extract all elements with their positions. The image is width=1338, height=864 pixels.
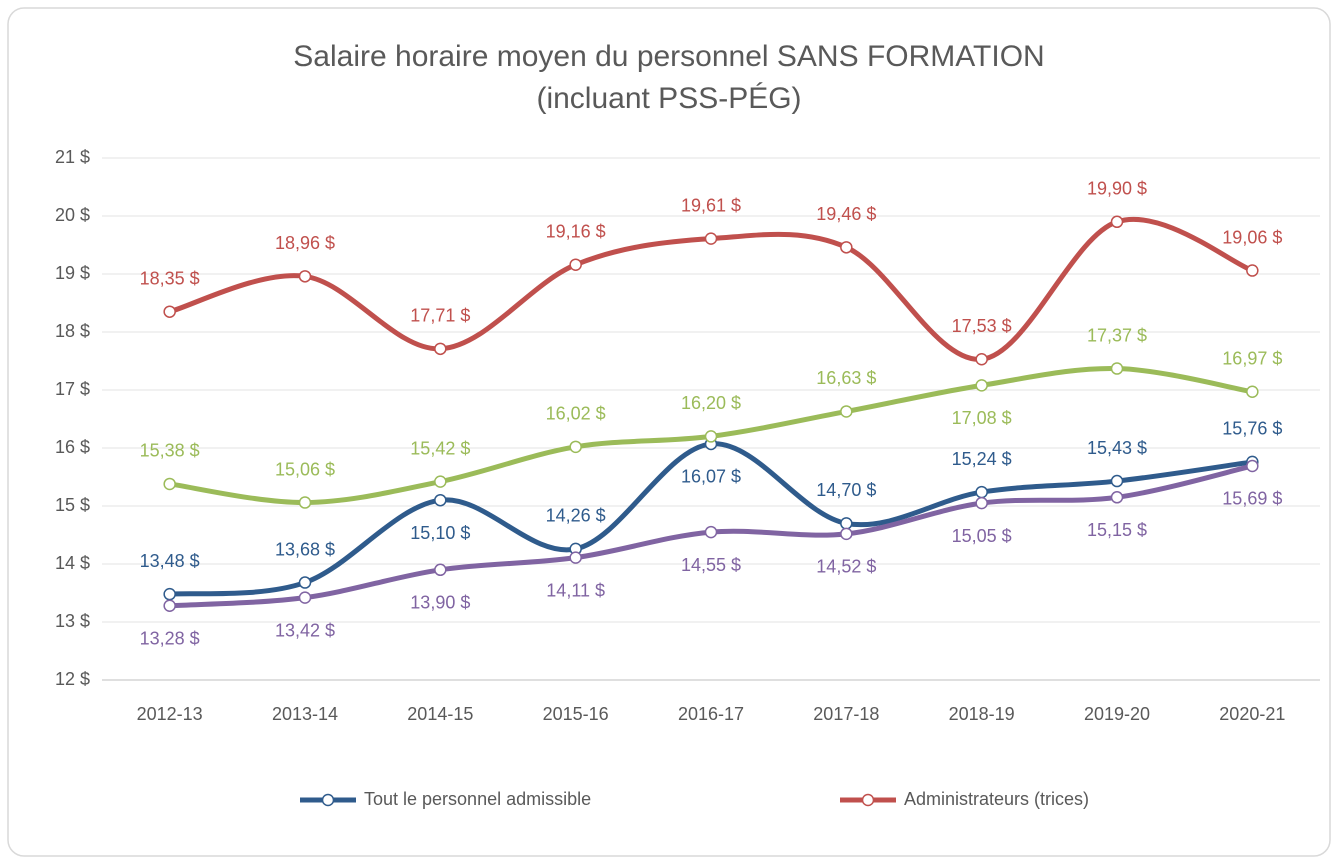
point-marker: [434, 493, 447, 507]
x-tick-label: 2020-21: [1219, 704, 1285, 724]
point-marker: [434, 563, 447, 577]
point-marker: [840, 527, 853, 541]
data-label: 16,02 $: [546, 404, 606, 424]
data-label: 14,70 $: [816, 480, 876, 500]
point-marker: [163, 599, 176, 613]
point-marker: [840, 517, 853, 530]
point-marker: [569, 440, 582, 454]
legend-marker: [861, 793, 875, 807]
point-marker: [840, 241, 853, 254]
x-tick-label: 2019-20: [1084, 704, 1150, 724]
point-marker: [434, 342, 447, 356]
data-label: 15,76 $: [1222, 419, 1282, 439]
data-label: 19,46 $: [816, 204, 876, 224]
data-label: 15,05 $: [952, 526, 1012, 546]
data-label: 14,55 $: [681, 555, 741, 575]
point-marker: [975, 353, 988, 366]
x-tick-label: 2013-14: [272, 704, 338, 724]
point-marker: [704, 232, 718, 245]
chart-title: Salaire horaire moyen du personnel SANS …: [293, 40, 1044, 73]
y-tick-label: 14 $: [55, 553, 90, 573]
x-tick-label: 2018-19: [949, 704, 1015, 724]
data-label: 17,08 $: [952, 408, 1012, 428]
y-tick-label: 16 $: [55, 437, 90, 457]
data-label: 15,42 $: [410, 438, 470, 458]
point-marker: [840, 405, 853, 418]
point-marker: [1110, 215, 1124, 229]
data-label: 17,53 $: [952, 316, 1012, 336]
data-label: 16,20 $: [681, 393, 741, 413]
data-label: 16,07 $: [681, 467, 741, 487]
data-label: 13,68 $: [275, 539, 335, 559]
point-marker: [163, 587, 176, 601]
data-label: 15,38 $: [140, 441, 200, 461]
data-label: 15,43 $: [1087, 438, 1147, 458]
data-label: 13,48 $: [140, 551, 200, 571]
point-marker: [975, 485, 988, 499]
point-marker: [1110, 474, 1124, 488]
data-label: 15,10 $: [410, 523, 470, 543]
point-marker: [569, 258, 582, 271]
point-marker: [434, 475, 447, 488]
data-label: 16,97 $: [1222, 348, 1282, 368]
x-tick-label: 2015-16: [543, 704, 609, 724]
data-label: 16,63 $: [816, 368, 876, 388]
x-tick-label: 2016-17: [678, 704, 744, 724]
data-label: 13,90 $: [410, 593, 470, 613]
point-marker: [298, 576, 312, 589]
data-label: 13,28 $: [140, 629, 200, 649]
y-tick-label: 21 $: [55, 147, 90, 167]
point-marker: [1110, 491, 1124, 504]
data-label: 17,37 $: [1087, 325, 1147, 345]
data-label: 15,06 $: [275, 459, 335, 479]
data-label: 17,71 $: [410, 306, 470, 326]
data-label: 14,26 $: [546, 506, 606, 526]
y-tick-label: 13 $: [55, 611, 90, 631]
point-marker: [975, 379, 988, 392]
data-label: 15,24 $: [952, 449, 1012, 469]
y-tick-label: 17 $: [55, 379, 90, 399]
data-label: 14,52 $: [816, 557, 876, 577]
point-marker: [1246, 459, 1259, 473]
point-marker: [298, 496, 312, 509]
point-marker: [1110, 362, 1124, 375]
point-marker: [569, 551, 582, 564]
point-marker: [704, 430, 718, 443]
legend-label: Administrateurs (trices): [904, 789, 1089, 809]
point-marker: [975, 496, 988, 510]
y-tick-label: 15 $: [55, 495, 90, 515]
x-tick-label: 2014-15: [407, 704, 473, 724]
data-label: 14,11 $: [546, 580, 605, 600]
chart-frame: [7, 7, 1331, 857]
y-tick-label: 18 $: [55, 321, 90, 341]
x-tick-label: 2017-18: [813, 704, 879, 724]
point-marker: [1246, 264, 1259, 277]
point-marker: [1246, 385, 1259, 398]
legend-marker: [321, 793, 335, 807]
chart-subtitle: (incluant PSS-PÉG): [536, 82, 801, 115]
y-tick-label: 19 $: [55, 263, 90, 283]
data-label: 19,90 $: [1087, 179, 1147, 199]
data-label: 15,15 $: [1087, 520, 1147, 540]
data-label: 15,69 $: [1222, 489, 1282, 509]
x-tick-label: 2012-13: [137, 704, 203, 724]
data-label: 18,96 $: [275, 233, 335, 253]
point-marker: [704, 525, 718, 539]
point-marker: [298, 270, 312, 283]
data-label: 13,42 $: [275, 620, 335, 640]
point-marker: [163, 477, 176, 491]
y-tick-label: 20 $: [55, 205, 90, 225]
point-marker: [163, 305, 176, 318]
data-label: 19,16 $: [546, 221, 606, 241]
data-label: 19,06 $: [1222, 227, 1282, 247]
data-label: 18,35 $: [140, 268, 200, 288]
y-tick-label: 12 $: [55, 669, 90, 689]
data-label: 19,61 $: [681, 195, 741, 215]
legend-label: Tout le personnel admissible: [364, 789, 591, 809]
point-marker: [298, 591, 312, 604]
